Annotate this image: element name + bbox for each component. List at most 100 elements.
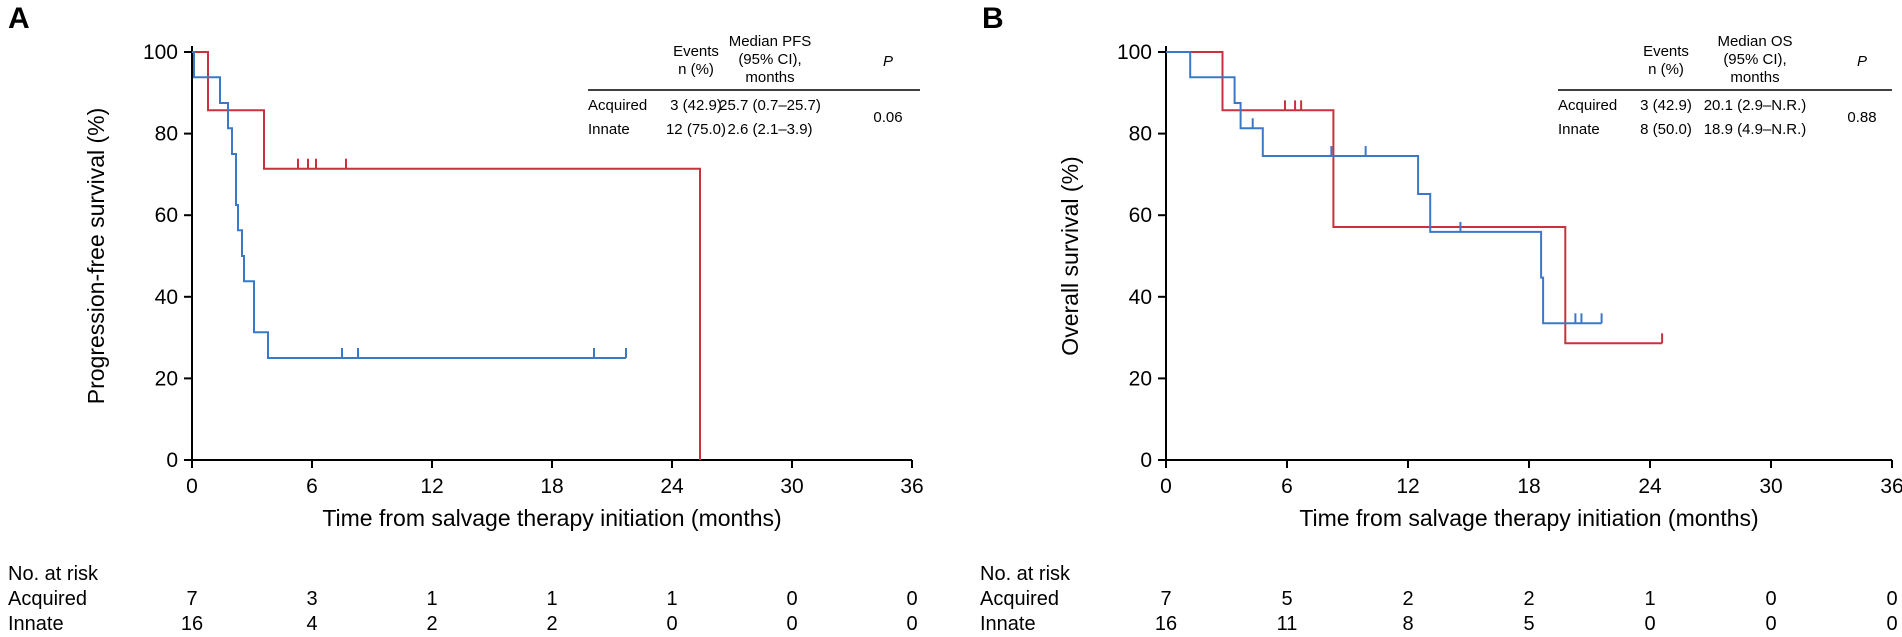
risk-cell: 2 <box>1402 588 1413 610</box>
stats-p-value: 0.06 <box>873 109 902 126</box>
x-tick-label: 0 <box>186 475 198 498</box>
risk-cell: 0 <box>1765 613 1776 635</box>
risk-table-title: No. at risk <box>8 563 99 585</box>
risk-cell: 1 <box>666 588 677 610</box>
risk-table: No. at risk Acquired 7 5 2 2 1 0 0 Innate 16 11 8 5 0 0… <box>980 563 1898 635</box>
x-tick-label: 30 <box>780 475 803 498</box>
stats-row-events: 3 (42.9) <box>1640 97 1692 114</box>
risk-row-label: Innate <box>980 613 1036 635</box>
stats-header-median: Median PFS <box>729 33 812 50</box>
risk-cell: 2 <box>426 613 437 635</box>
risk-cell: 5 <box>1281 588 1292 610</box>
stats-row-group: Acquired <box>1558 97 1617 114</box>
x-tick-label: 30 <box>1759 475 1782 498</box>
stats-header-p: P <box>883 53 893 70</box>
stats-header-median: Median OS <box>1717 33 1792 50</box>
km-curve-innate <box>192 51 626 359</box>
risk-cell: 0 <box>906 613 917 635</box>
risk-cell: 2 <box>1523 588 1534 610</box>
y-tick-label: 100 <box>143 41 178 64</box>
stats-row-median: 25.7 (0.7–25.7) <box>719 97 821 114</box>
risk-cell: 0 <box>1644 613 1655 635</box>
stats-header-p: P <box>1857 53 1867 70</box>
x-tick-label: 24 <box>660 475 684 498</box>
stats-header-ci: (95% CI), <box>738 51 801 68</box>
risk-cell: 16 <box>1155 613 1177 635</box>
y-tick-label: 100 <box>1117 41 1152 64</box>
y-tick-label: 60 <box>1129 204 1152 227</box>
y-tick-label: 80 <box>155 123 178 146</box>
y-tick-label: 0 <box>1140 449 1152 472</box>
x-tick-label: 18 <box>540 475 563 498</box>
stats-row-group: Innate <box>588 121 630 138</box>
risk-cell: 0 <box>666 613 677 635</box>
risk-cell: 11 <box>1277 613 1298 635</box>
y-axis-title: Overall survival (%) <box>1057 156 1083 355</box>
y-tick-label: 80 <box>1129 123 1152 146</box>
x-axis-title: Time from salvage therapy initiation (mo… <box>1299 505 1758 531</box>
y-tick-label: 40 <box>155 286 178 309</box>
risk-cell: 7 <box>186 588 197 610</box>
km-curve-acquired <box>192 51 701 460</box>
risk-cell: 0 <box>1886 613 1897 635</box>
y-tick-label: 0 <box>166 449 178 472</box>
risk-table-title: No. at risk <box>980 563 1071 585</box>
y-tick-label: 60 <box>155 204 178 227</box>
x-tick-label: 0 <box>1160 475 1172 498</box>
stats-row-events: 3 (42.9) <box>670 97 722 114</box>
risk-cell: 1 <box>1644 588 1655 610</box>
x-tick-label: 24 <box>1638 475 1662 498</box>
stats-header-events: Events <box>1643 43 1689 60</box>
risk-cell: 5 <box>1523 613 1534 635</box>
risk-cell: 0 <box>1886 588 1897 610</box>
x-tick-label: 36 <box>1880 475 1902 498</box>
stats-header-ci: (95% CI), <box>1723 51 1786 68</box>
y-tick-label: 20 <box>1129 367 1152 390</box>
stats-header-n-pct: n (%) <box>1648 61 1684 78</box>
risk-cell: 7 <box>1160 588 1171 610</box>
risk-cell: 1 <box>426 588 437 610</box>
stats-row-median: 18.9 (4.9–N.R.) <box>1704 121 1807 138</box>
risk-row-label: Acquired <box>980 588 1059 610</box>
risk-cell: 0 <box>1765 588 1776 610</box>
x-axis-title: Time from salvage therapy initiation (mo… <box>322 505 781 531</box>
stats-row-median: 20.1 (2.9–N.R.) <box>1704 97 1807 114</box>
stats-row-events: 12 (75.0) <box>666 121 726 138</box>
risk-cell: 3 <box>306 588 317 610</box>
x-tick-label: 12 <box>1396 475 1419 498</box>
stats-header-events: Events <box>673 43 719 60</box>
risk-cell: 8 <box>1402 613 1413 635</box>
risk-cell: 2 <box>546 613 557 635</box>
panel-letter: B <box>982 2 1004 35</box>
risk-cell: 0 <box>786 613 797 635</box>
x-tick-label: 18 <box>1517 475 1540 498</box>
risk-cell: 16 <box>181 613 203 635</box>
x-tick-label: 6 <box>1281 475 1293 498</box>
stats-row-group: Acquired <box>588 97 647 114</box>
stats-p-value: 0.88 <box>1847 109 1876 126</box>
y-tick-label: 40 <box>1129 286 1152 309</box>
stats-row-median: 2.6 (2.1–3.9) <box>727 121 812 138</box>
y-tick-label: 20 <box>155 367 178 390</box>
stats-row-events: 8 (50.0) <box>1640 121 1692 138</box>
stats-header-months: months <box>745 69 794 86</box>
risk-cell: 4 <box>306 613 317 635</box>
risk-table: No. at risk Acquired 7 3 1 1 1 0 0 Innate 16 4 2 2 0 0 0 <box>8 563 918 635</box>
stats-header-n-pct: n (%) <box>678 61 714 78</box>
stats-header-months: months <box>1730 69 1779 86</box>
x-tick-label: 6 <box>306 475 318 498</box>
risk-cell: 1 <box>546 588 557 610</box>
risk-cell: 0 <box>906 588 917 610</box>
risk-cell: 0 <box>786 588 797 610</box>
risk-row-label: Innate <box>8 613 64 635</box>
km-curve-innate <box>1166 51 1602 325</box>
x-tick-label: 36 <box>900 475 923 498</box>
panel-letter: A <box>8 2 30 35</box>
km-curve-acquired <box>1166 51 1663 345</box>
stats-row-group: Innate <box>1558 121 1600 138</box>
